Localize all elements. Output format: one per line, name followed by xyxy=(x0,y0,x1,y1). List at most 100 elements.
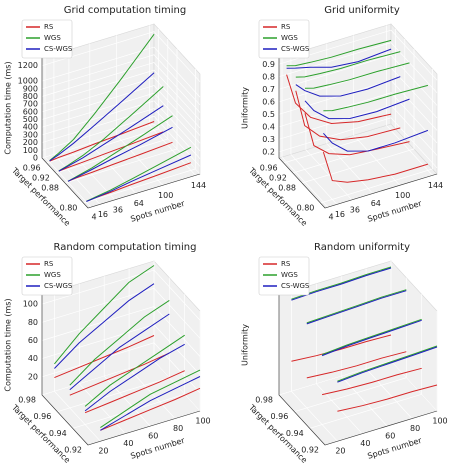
y-grid-line xyxy=(41,261,155,396)
data-line xyxy=(100,387,201,431)
panel: 4 16 36 64 100 144 0.80 0.880.920.96 0.2 0.3 0.4 0.… xyxy=(241,5,444,228)
panel: 20 40 60 80 100 0.92 0.94 0.96 0.98 Random unifor… xyxy=(241,242,448,465)
chart-title: Random computation timing xyxy=(54,242,197,253)
z-grid-line xyxy=(278,29,438,81)
data-line xyxy=(295,76,401,97)
x-tick-label: 64 xyxy=(134,199,144,208)
data-line xyxy=(337,346,438,383)
y-tick-label: 0.92 xyxy=(64,446,82,455)
x-tick-label: 80 xyxy=(410,424,420,433)
y-tick-label: 0.92 xyxy=(301,446,319,455)
x-grid-line xyxy=(326,43,374,194)
z-tick-label: 100 xyxy=(23,146,38,155)
x-tick-label: 60 xyxy=(385,432,395,441)
data-line xyxy=(321,318,422,356)
legend-label: WGS xyxy=(44,271,61,279)
x-tick-label: 100 xyxy=(158,191,173,200)
z-tick-label: 60 xyxy=(28,336,38,345)
z-tick-label: 0.9 xyxy=(262,60,275,69)
legend-label: WGS xyxy=(44,34,61,42)
data-line xyxy=(49,72,155,162)
z-tick-label: 700 xyxy=(23,100,38,109)
x-grid-line xyxy=(386,25,433,176)
data-line xyxy=(58,105,164,172)
x-tick-label: 60 xyxy=(148,432,158,441)
x-tick-label: 144 xyxy=(428,181,443,190)
x-grid-line xyxy=(353,35,400,186)
chart-title: Grid computation timing xyxy=(64,5,187,16)
legend-label: RS xyxy=(44,260,54,268)
z-grid-line xyxy=(41,306,201,357)
x-tick-label: 100 xyxy=(395,191,410,200)
data-line xyxy=(304,98,410,120)
z-grid-line xyxy=(41,115,201,167)
z-tick-label: 20 xyxy=(28,372,38,381)
x-tick-label: 20 xyxy=(335,447,345,456)
z-grid-line xyxy=(41,85,201,136)
y-tick-label: 0.80 xyxy=(60,204,78,213)
data-line xyxy=(49,121,155,162)
legend-label: WGS xyxy=(281,34,298,42)
z-axis-label: Computation time (ms) xyxy=(4,61,13,154)
y-tick-label: 0.88 xyxy=(41,184,59,193)
y-grid-line xyxy=(320,69,433,204)
z-grid-line xyxy=(41,54,201,106)
panel: 20 40 60 80 100 0.92 0.94 0.96 0.98 20 40 60 80 100 Ra… xyxy=(4,242,211,465)
z-tick-label: 1000 xyxy=(18,77,38,86)
z-grid-line xyxy=(278,104,438,156)
z-axis-label: Uniformity xyxy=(241,324,250,366)
x-tick-label: 40 xyxy=(360,439,370,448)
x-tick-label: 4 xyxy=(328,213,333,222)
data-line xyxy=(322,151,429,183)
chart-title: Random uniformity xyxy=(314,242,410,253)
legend-label: CS-WGS xyxy=(281,282,310,290)
z-tick-label: 0.8 xyxy=(262,72,275,81)
y-tick-label: 0.96 xyxy=(260,164,278,173)
z-grid-line xyxy=(41,100,201,152)
x-grid-line xyxy=(305,49,353,201)
x-tick-label: 16 xyxy=(98,210,108,219)
z-tick-label: 0 xyxy=(33,154,38,163)
z-tick-label: 500 xyxy=(23,115,38,124)
data-line xyxy=(67,115,173,182)
x-tick-label: 64 xyxy=(371,199,381,208)
legend-label: CS-WGS xyxy=(44,282,73,290)
y-tick-label: 0.98 xyxy=(255,396,273,405)
z-tick-label: 100 xyxy=(23,300,38,309)
data-line xyxy=(306,289,407,324)
data-line xyxy=(323,84,429,112)
z-tick-label: 200 xyxy=(23,138,38,147)
x-tick-label: 144 xyxy=(191,181,206,190)
z-grid-line xyxy=(41,46,201,98)
z-grid-line xyxy=(41,269,201,321)
y-tick-label: 0.96 xyxy=(271,412,289,421)
data-line xyxy=(295,90,401,141)
z-tick-label: 1200 xyxy=(18,61,38,70)
y-grid-line xyxy=(301,49,415,184)
z-grid-line xyxy=(278,42,438,93)
y-grid-line xyxy=(72,294,186,429)
z-grid-line xyxy=(41,108,201,159)
data-line xyxy=(69,313,170,391)
data-line xyxy=(306,290,407,325)
z-tick-label: 0.3 xyxy=(262,135,275,144)
x-tick-label: 100 xyxy=(432,417,447,426)
z-tick-label: 0.5 xyxy=(262,110,275,119)
z-tick-label: 300 xyxy=(23,130,38,139)
data-line xyxy=(100,369,201,429)
z-axis-label: Computation time (ms) xyxy=(4,298,13,391)
panel: 4 1636641001440.800.880.920.9601002003004… xyxy=(4,5,207,228)
z-tick-label: 0.2 xyxy=(262,147,275,156)
z-grid-line xyxy=(278,54,438,106)
z-grid-line xyxy=(41,62,201,113)
y-grid-line xyxy=(309,294,423,429)
data-line xyxy=(86,146,192,202)
z-grid-line xyxy=(41,287,201,339)
y-tick-label: 0.92 xyxy=(269,174,287,183)
data-line xyxy=(306,351,407,379)
data-line xyxy=(49,33,155,161)
x-tick-label: 36 xyxy=(350,205,360,214)
data-line xyxy=(337,345,438,382)
z-tick-label: 800 xyxy=(23,92,38,101)
z-tick-label: 400 xyxy=(23,123,38,132)
